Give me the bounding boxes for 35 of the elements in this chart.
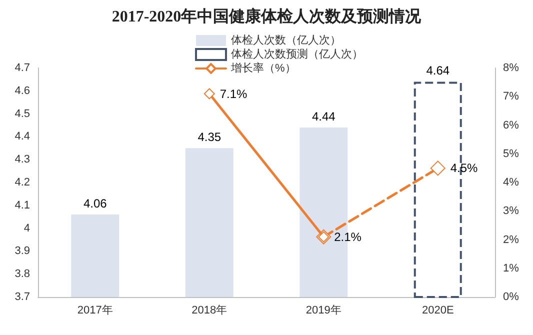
x-tick-label: 2019年: [306, 304, 342, 316]
x-tick-label: 2020E: [422, 304, 454, 316]
y2-tick-label: 6%: [503, 119, 520, 132]
chart-title: 2017-2020年中国健康体检人次数及预测情况: [112, 8, 422, 26]
y-tick-label: 4.7: [14, 62, 30, 74]
y-tick-label: 3.7: [14, 291, 30, 303]
data-label: 2.1%: [334, 230, 362, 244]
y2-tick-label: 8%: [503, 62, 520, 74]
y2-tick-label: 0%: [503, 291, 520, 303]
legend-label: 增长率（%）: [230, 62, 296, 74]
legend-label: 体检人次数预测（亿人次）: [231, 48, 363, 60]
y-tick-label: 3.8: [14, 268, 30, 280]
y2-tick-label: 1%: [503, 262, 520, 274]
data-label: 4.64: [426, 64, 450, 78]
legend-label: 体检人次数（亿人次）: [231, 34, 341, 46]
y2-tick-label: 5%: [503, 148, 520, 160]
data-label: 4.5%: [450, 161, 478, 176]
x-tick-label: 2018年: [192, 304, 228, 316]
y-tick-label: 4.1: [14, 199, 30, 212]
y-tick-label: 4: [24, 222, 30, 234]
y-tick-label: 4.3: [14, 154, 30, 166]
y-tick-label: 4.5: [14, 108, 30, 120]
y2-tick-label: 7%: [503, 90, 520, 103]
x-tick-label: 2017年: [77, 304, 113, 316]
data-label: 4.06: [83, 196, 108, 211]
data-label: 7.1%: [220, 86, 248, 101]
y-tick-label: 3.9: [14, 245, 30, 258]
data-label: 4.35: [198, 130, 222, 144]
y2-tick-label: 3%: [503, 205, 520, 218]
y-tick-label: 4.4: [14, 130, 30, 143]
y2-tick-label: 2%: [503, 234, 520, 246]
y2-tick-label: 4%: [503, 176, 520, 188]
y-tick-label: 4.6: [14, 84, 30, 97]
data-label: 4.44: [312, 110, 336, 124]
y-tick-label: 4.2: [14, 176, 30, 188]
